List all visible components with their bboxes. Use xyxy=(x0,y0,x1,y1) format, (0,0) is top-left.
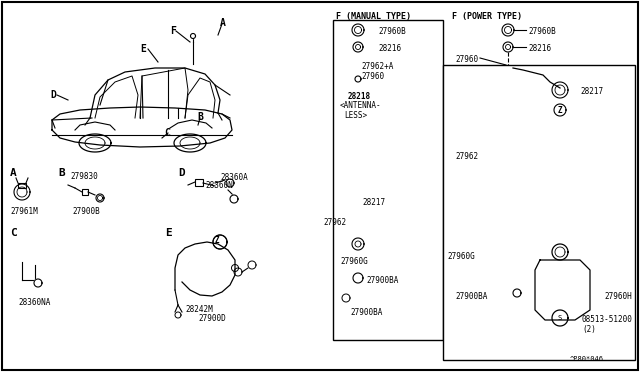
Polygon shape xyxy=(355,26,362,33)
Polygon shape xyxy=(503,42,513,52)
Polygon shape xyxy=(191,33,195,38)
Text: 28360NA: 28360NA xyxy=(18,298,51,307)
Text: LESS>: LESS> xyxy=(344,111,367,120)
Text: 27961M: 27961M xyxy=(10,207,38,216)
Bar xyxy=(82,189,88,195)
Polygon shape xyxy=(230,195,238,203)
Text: 27962+A: 27962+A xyxy=(361,62,394,71)
Text: ^P80*046: ^P80*046 xyxy=(570,356,604,362)
Polygon shape xyxy=(355,45,360,49)
Text: 28217: 28217 xyxy=(362,198,385,207)
Bar xyxy=(443,65,635,360)
Polygon shape xyxy=(352,24,364,36)
Text: 28216: 28216 xyxy=(528,44,551,53)
Text: <ANTENNA-: <ANTENNA- xyxy=(340,101,381,110)
Text: E: E xyxy=(140,44,146,54)
Text: F (POWER TYPE): F (POWER TYPE) xyxy=(452,12,522,21)
Bar xyxy=(18,183,26,188)
Text: 27900BA: 27900BA xyxy=(366,276,398,285)
Text: Z: Z xyxy=(557,106,563,115)
Polygon shape xyxy=(554,104,566,116)
Polygon shape xyxy=(213,235,227,249)
Polygon shape xyxy=(555,247,565,257)
Text: 27960H: 27960H xyxy=(604,292,632,301)
Polygon shape xyxy=(353,273,363,283)
Polygon shape xyxy=(552,244,568,260)
Text: 28360N: 28360N xyxy=(205,181,233,190)
Text: C: C xyxy=(164,128,170,138)
Text: C: C xyxy=(10,228,17,238)
Polygon shape xyxy=(14,184,30,200)
Text: 27962: 27962 xyxy=(323,218,346,227)
Text: 28242M: 28242M xyxy=(185,305,212,314)
Polygon shape xyxy=(248,261,256,269)
Text: A: A xyxy=(10,168,17,178)
Text: (2): (2) xyxy=(582,325,596,334)
Polygon shape xyxy=(506,45,511,49)
Text: B: B xyxy=(197,112,203,122)
Bar xyxy=(556,90,564,250)
Text: 28360A: 28360A xyxy=(220,173,248,182)
Text: 27960G: 27960G xyxy=(340,257,368,266)
Text: D: D xyxy=(178,168,185,178)
Text: 28217: 28217 xyxy=(580,87,603,96)
Polygon shape xyxy=(353,42,363,52)
Polygon shape xyxy=(355,76,361,82)
Polygon shape xyxy=(97,196,102,201)
Polygon shape xyxy=(552,310,568,326)
Text: Z: Z xyxy=(214,235,220,244)
Text: D: D xyxy=(50,90,56,100)
Text: E: E xyxy=(165,228,172,238)
Text: 27960: 27960 xyxy=(361,72,384,81)
Text: F: F xyxy=(170,26,176,36)
Text: 27900B: 27900B xyxy=(72,207,100,216)
Text: 28216: 28216 xyxy=(378,44,401,53)
Text: 27962: 27962 xyxy=(455,152,478,161)
Polygon shape xyxy=(226,179,234,187)
Text: 27900BA: 27900BA xyxy=(455,292,488,301)
Text: 27900BA: 27900BA xyxy=(350,308,382,317)
Polygon shape xyxy=(352,238,364,250)
Text: 28218: 28218 xyxy=(348,92,371,101)
Text: 27960B: 27960B xyxy=(528,27,556,36)
Text: B: B xyxy=(58,168,65,178)
Polygon shape xyxy=(502,24,514,36)
Polygon shape xyxy=(213,235,227,249)
Polygon shape xyxy=(355,241,361,247)
Text: 27960B: 27960B xyxy=(378,27,406,36)
Text: F (MANUAL TYPE): F (MANUAL TYPE) xyxy=(336,12,411,21)
Bar xyxy=(195,179,203,186)
Polygon shape xyxy=(34,279,42,287)
Text: 08513-51200: 08513-51200 xyxy=(582,315,633,324)
Polygon shape xyxy=(552,82,568,98)
Text: 27960G: 27960G xyxy=(447,252,475,261)
Polygon shape xyxy=(555,85,565,95)
Polygon shape xyxy=(175,312,181,318)
Polygon shape xyxy=(96,194,104,202)
Polygon shape xyxy=(342,294,350,302)
Polygon shape xyxy=(504,26,511,33)
Text: S: S xyxy=(558,315,562,321)
Polygon shape xyxy=(17,187,27,197)
Bar xyxy=(338,88,396,136)
Text: 27900D: 27900D xyxy=(198,314,226,323)
Polygon shape xyxy=(513,289,521,297)
Bar xyxy=(350,254,366,262)
Polygon shape xyxy=(232,264,239,272)
Text: 279830: 279830 xyxy=(70,172,98,181)
Polygon shape xyxy=(234,268,242,276)
Text: 27960: 27960 xyxy=(455,55,478,64)
Text: A: A xyxy=(220,18,226,28)
Bar xyxy=(333,20,443,340)
